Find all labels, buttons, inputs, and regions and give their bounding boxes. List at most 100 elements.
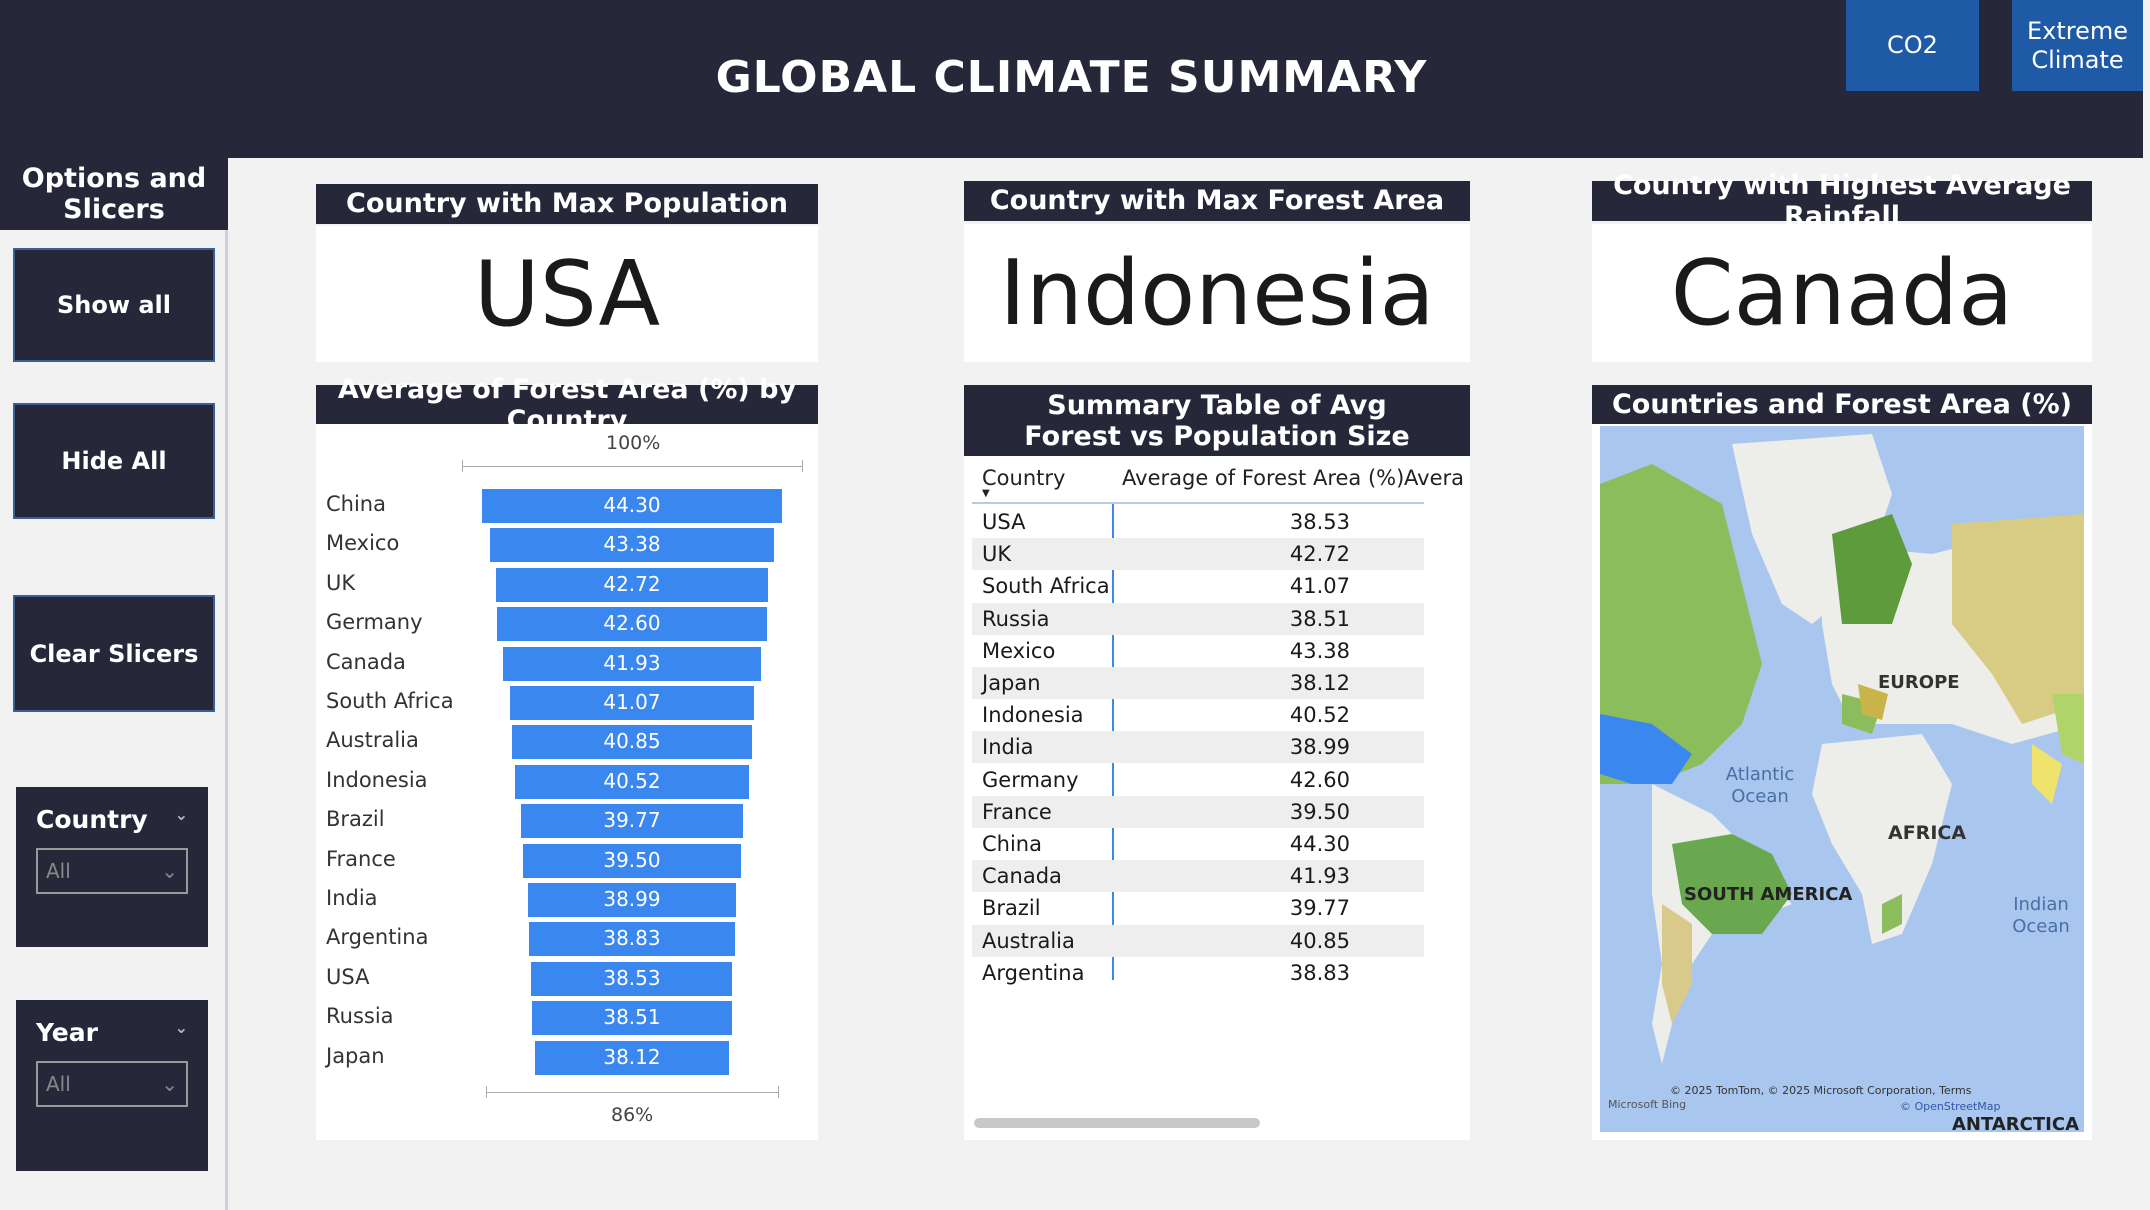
bar[interactable]	[509, 686, 755, 720]
bar-row[interactable]: Indonesia 40.52	[316, 762, 818, 800]
bar-row[interactable]: India 38.99	[316, 880, 818, 918]
bar-row[interactable]: France 39.50	[316, 841, 818, 879]
co2-nav-button[interactable]: CO2	[1846, 0, 1979, 91]
bar-row[interactable]: Japan 38.12	[316, 1038, 818, 1076]
table-row[interactable]: Mexico 43.38	[972, 635, 1424, 667]
bar[interactable]	[496, 607, 768, 642]
bar[interactable]	[527, 883, 737, 917]
bar-category-label: Mexico	[326, 531, 400, 556]
table-cell-country: China	[982, 832, 1042, 856]
clear-slicers-button[interactable]: Clear Slicers	[13, 595, 215, 712]
bar-row[interactable]: South Africa 41.07	[316, 683, 818, 721]
bar[interactable]	[495, 567, 769, 602]
bing-logo: Microsoft Bing	[1608, 1098, 1687, 1111]
bar-category-label: Australia	[326, 728, 419, 753]
country-slicer-label: Country	[36, 805, 148, 834]
table-row[interactable]: Indonesia 40.52	[972, 699, 1424, 731]
kpi-max-population-title: Country with Max Population	[316, 184, 818, 224]
bar-row[interactable]: Canada 41.93	[316, 644, 818, 682]
table-cell-country: USA	[982, 510, 1026, 534]
bar-data-label: 43.38	[603, 532, 661, 557]
bar[interactable]	[523, 843, 741, 878]
table-row[interactable]: Germany 42.60	[972, 764, 1424, 796]
table-row[interactable]: France 39.50	[972, 795, 1424, 828]
extreme-climate-nav-button[interactable]: Extreme Climate	[2012, 0, 2143, 91]
table-row[interactable]: Canada 41.93	[972, 860, 1424, 893]
bar-row[interactable]: Mexico 43.38	[316, 525, 818, 563]
bar[interactable]	[482, 489, 782, 523]
bar[interactable]	[502, 646, 762, 681]
world-map[interactable]	[1592, 424, 2092, 1140]
bar-data-label: 38.53	[603, 965, 661, 990]
bar-row[interactable]: Brazil 39.77	[316, 801, 818, 839]
column-header-avg-forest[interactable]: Average of Forest Area (%)	[1122, 466, 1405, 490]
bar-row[interactable]: Germany 42.60	[316, 604, 818, 642]
bar[interactable]	[528, 922, 736, 957]
column-header-country[interactable]: Country	[982, 466, 1066, 490]
bar-category-label: France	[326, 846, 396, 871]
table-cell-avg-forest: 38.99	[1289, 735, 1350, 760]
table-cell-country: South Africa	[982, 574, 1110, 599]
table-cell-country: UK	[982, 542, 1012, 567]
table-cell-country: Indonesia	[982, 703, 1084, 728]
bar-data-label: 41.93	[603, 650, 661, 675]
horizontal-scrollbar[interactable]	[974, 1118, 1260, 1128]
table-row[interactable]: India 38.99	[972, 731, 1424, 764]
map-label-south-america: SOUTH AMERICA	[1684, 884, 1853, 905]
kpi-max-population-value: USA	[316, 226, 818, 362]
table-cell-avg-forest: 42.72	[1289, 542, 1350, 567]
bar-row[interactable]: UK 42.72	[316, 565, 818, 603]
map-label-europe: EUROPE	[1878, 672, 1960, 693]
bar-row[interactable]: USA 38.53	[316, 959, 818, 997]
bar-category-label: Brazil	[326, 807, 385, 832]
bar-chart-title: Average of Forest Area (%) by Country	[316, 374, 818, 436]
bar-category-label: South Africa	[326, 689, 454, 713]
summary-table[interactable]: Country ▼ Average of Forest Area (%) Ave…	[964, 456, 1470, 1140]
chevron-down-icon[interactable]: ⌄	[174, 805, 188, 824]
bar[interactable]	[531, 961, 733, 996]
bar-category-label: China	[326, 492, 386, 516]
bar-row[interactable]: Russia 38.51	[316, 998, 818, 1036]
map-osm-link[interactable]: © OpenStreetMap	[1900, 1100, 2001, 1113]
table-cell-country: France	[982, 799, 1052, 824]
table-row[interactable]: China 44.30	[972, 828, 1424, 860]
bar[interactable]	[490, 528, 774, 563]
bar-category-label: USA	[326, 964, 370, 989]
hide-all-button[interactable]: Hide All	[13, 403, 215, 519]
bar[interactable]	[511, 725, 753, 760]
table-cell-country: Brazil	[982, 896, 1041, 921]
table-row[interactable]: UK 42.72	[972, 538, 1424, 571]
chevron-down-icon[interactable]: ⌄	[174, 1018, 188, 1037]
kpi-highest-rainfall-title: Country with Highest Average Rainfall	[1592, 170, 2092, 232]
table-cell-country: Russia	[982, 606, 1050, 631]
table-cell-avg-forest: 38.83	[1289, 960, 1350, 985]
table-row[interactable]: USA 38.53	[972, 506, 1424, 538]
year-dropdown[interactable]: All ⌄	[36, 1061, 188, 1107]
table-row[interactable]: South Africa 41.07	[972, 570, 1424, 602]
table-row[interactable]: Russia 38.51	[972, 602, 1424, 635]
table-row[interactable]: Brazil 39.77	[972, 892, 1424, 924]
table-cell-avg-forest: 42.60	[1289, 767, 1350, 792]
country-dropdown[interactable]: All ⌄	[36, 848, 188, 894]
forest-area-bar-chart[interactable]: 100% China 44.30 Mexico 43.38 UK 42.72 Germany…	[316, 424, 818, 1140]
bar[interactable]	[514, 764, 750, 799]
show-all-button[interactable]: Show all	[13, 248, 215, 362]
summary-table-title: Summary Table of Avg Forest vs Populatio…	[964, 385, 1470, 457]
table-cell-avg-forest: 41.93	[1289, 864, 1350, 889]
bar-row[interactable]: Australia 40.85	[316, 722, 818, 760]
bar-row[interactable]: China 44.30	[316, 486, 818, 524]
bar[interactable]	[531, 1001, 733, 1036]
kpi-max-forest-value: Indonesia	[964, 224, 1470, 362]
table-row[interactable]: Argentina 38.83	[972, 957, 1424, 989]
table-cell-country: Mexico	[982, 638, 1056, 663]
table-row[interactable]: Japan 38.12	[972, 667, 1424, 699]
forest-area-map[interactable]: EUROPE Atlantic Ocean AFRICA SOUTH AMERI…	[1592, 424, 2092, 1140]
bar[interactable]	[520, 804, 744, 839]
axis-top-line	[462, 466, 802, 467]
column-header-truncated[interactable]: Avera	[1404, 466, 1464, 490]
table-row[interactable]: Australia 40.85	[972, 924, 1424, 957]
table-cell-avg-forest: 44.30	[1289, 832, 1350, 856]
bar-row[interactable]: Argentina 38.83	[316, 919, 818, 957]
axis-bottom-label: 86%	[611, 1104, 654, 1126]
bar[interactable]	[534, 1040, 729, 1075]
